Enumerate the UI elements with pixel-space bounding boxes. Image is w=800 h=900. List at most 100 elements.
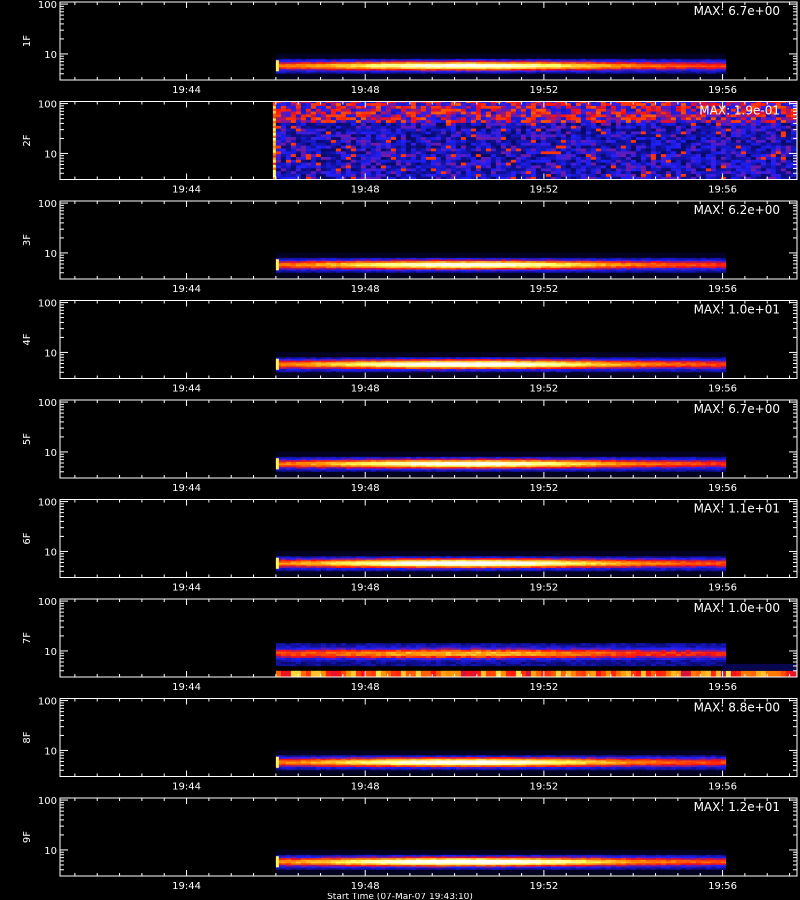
heatmap-cell xyxy=(605,114,612,118)
heatmap-cell xyxy=(565,156,572,160)
heatmap-cell xyxy=(300,267,307,270)
heatmap-cell xyxy=(595,128,602,132)
heatmap-cell xyxy=(445,70,452,73)
heatmap-cell xyxy=(765,117,772,121)
heatmap-cell xyxy=(640,61,647,64)
heatmap-cell xyxy=(715,73,722,76)
heatmap-cell xyxy=(455,73,462,76)
heatmap-cell xyxy=(370,270,377,273)
heatmap-cell xyxy=(435,154,442,157)
heatmap-cell xyxy=(685,156,692,160)
heatmap-cell xyxy=(715,148,722,152)
heatmap-cell xyxy=(400,128,407,132)
heatmap-cell xyxy=(305,145,312,149)
heatmap-cell xyxy=(505,168,512,172)
heatmap-cell xyxy=(505,102,512,106)
heatmap-cell xyxy=(510,119,517,123)
heatmap-cell xyxy=(395,136,402,140)
heatmap-cell xyxy=(705,61,712,64)
heatmap-cell xyxy=(750,128,757,132)
heatmap-cell xyxy=(575,53,582,56)
heatmap-cell xyxy=(545,128,552,132)
heatmap-cell xyxy=(335,136,342,140)
heatmap-cell xyxy=(685,168,692,172)
heatmap-cell xyxy=(605,131,612,135)
heatmap-cell xyxy=(510,154,517,157)
heatmap-cell xyxy=(710,119,717,123)
heatmap-cell xyxy=(665,114,672,118)
heatmap-cell xyxy=(545,165,552,169)
heatmap-cell xyxy=(410,159,417,163)
heatmap-cell xyxy=(765,136,772,140)
heatmap-cell xyxy=(325,255,332,258)
heatmap-cell xyxy=(550,151,557,155)
heatmap-cell xyxy=(320,154,327,157)
heatmap-cell xyxy=(405,255,412,258)
heatmap-cell xyxy=(725,136,732,140)
heatmap-cell xyxy=(275,111,282,115)
heatmap-cell xyxy=(295,105,302,109)
heatmap-cell xyxy=(580,151,587,155)
heatmap-cell xyxy=(355,142,362,146)
heatmap-cell xyxy=(600,111,607,115)
heatmap-cell xyxy=(280,117,287,121)
heatmap-cell xyxy=(445,63,452,66)
heatmap-cell xyxy=(695,56,702,59)
heatmap-cell xyxy=(695,148,702,152)
heatmap-cell xyxy=(340,259,347,262)
heatmap-cell xyxy=(570,61,577,64)
heatmap-cell xyxy=(395,275,402,278)
heatmap-cell xyxy=(310,68,317,71)
heatmap-cell xyxy=(580,125,587,129)
heatmap-cell xyxy=(625,173,632,177)
x-tick-label: 19:56 xyxy=(708,185,737,196)
heatmap-cell xyxy=(725,165,732,169)
heatmap-cell xyxy=(655,176,662,180)
heatmap-cell xyxy=(400,272,407,275)
heatmap-cell xyxy=(410,111,417,115)
heatmap-cell xyxy=(780,102,787,106)
heatmap-cell xyxy=(325,105,332,109)
heatmap-cell xyxy=(425,53,432,56)
heatmap-cell xyxy=(405,101,412,104)
heatmap-cell xyxy=(310,156,317,160)
heatmap-cell xyxy=(650,56,657,59)
heatmap-cell xyxy=(485,75,492,78)
heatmap-cell xyxy=(760,122,767,126)
x-tick-label: 19:56 xyxy=(708,85,737,96)
heatmap-cell xyxy=(660,142,667,146)
heatmap-cell xyxy=(630,145,637,149)
heatmap-cell xyxy=(590,75,597,78)
heatmap-cell xyxy=(375,139,382,143)
heatmap-cell xyxy=(315,68,322,71)
heatmap-cell xyxy=(490,139,497,143)
heatmap-cell xyxy=(595,61,602,64)
heatmap-cell xyxy=(700,105,707,109)
heatmap-cell xyxy=(600,122,607,126)
heatmap-cell xyxy=(735,119,742,123)
heatmap-cell xyxy=(465,53,472,56)
heatmap-cell xyxy=(475,56,482,59)
heatmap-cell xyxy=(290,73,297,76)
heatmap-cell xyxy=(465,145,472,149)
heatmap-cell xyxy=(585,61,592,64)
heatmap-cell xyxy=(510,102,517,106)
heatmap-cell xyxy=(505,63,512,66)
heatmap-cell xyxy=(345,65,352,68)
heatmap-cell xyxy=(460,53,467,56)
heatmap-cell xyxy=(272,132,276,136)
heatmap-cell xyxy=(605,142,612,146)
heatmap-cell xyxy=(345,114,352,118)
heatmap-cell xyxy=(775,173,782,177)
heatmap-cell xyxy=(490,145,497,149)
heatmap-cell xyxy=(790,102,797,106)
heatmap-cell xyxy=(585,122,592,126)
heatmap-cell xyxy=(525,139,532,143)
heatmap-cell xyxy=(565,151,572,155)
heatmap-cell xyxy=(565,114,572,118)
heatmap-cell xyxy=(680,122,687,126)
heatmap-cell xyxy=(400,162,407,166)
x-tick-label: 19:44 xyxy=(172,85,201,96)
heatmap-cell xyxy=(380,254,387,257)
heatmap-cell xyxy=(620,148,627,152)
